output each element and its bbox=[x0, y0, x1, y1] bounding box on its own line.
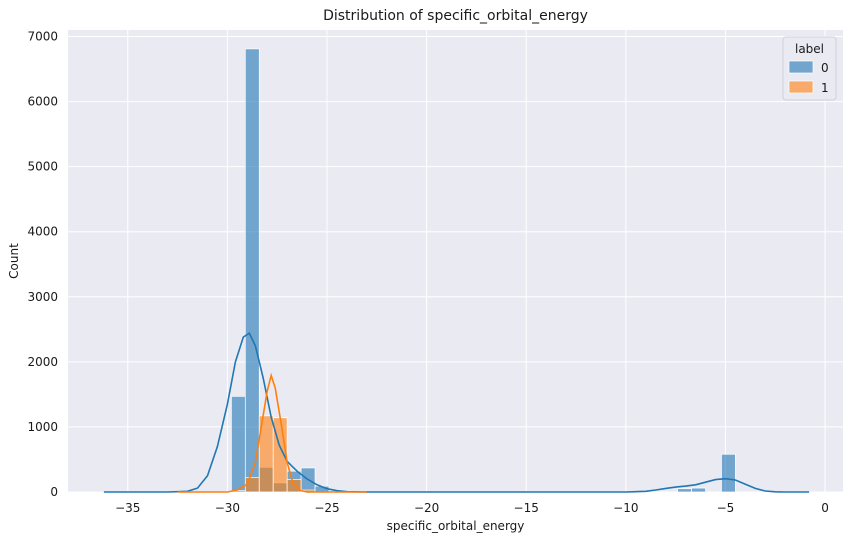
y-tick-label: 1000 bbox=[27, 420, 58, 434]
x-axis-label: specific_orbital_energy bbox=[387, 519, 525, 533]
legend-swatch-0 bbox=[788, 60, 814, 74]
x-axis-ticks: −35 −30 −25 −20 −15 −10 −5 0 bbox=[115, 501, 829, 515]
histogram-bar-0 bbox=[231, 395, 246, 493]
histogram-bar-0 bbox=[244, 48, 260, 493]
histogram-bar-0 bbox=[691, 487, 706, 493]
y-tick-label: 4000 bbox=[27, 225, 58, 239]
legend: label 0 1 bbox=[782, 36, 837, 101]
histogram-bars bbox=[231, 48, 736, 493]
chart-title: Distribution of specific_orbital_energy bbox=[323, 8, 588, 24]
kde-curves bbox=[103, 332, 810, 493]
x-tick-label: −15 bbox=[514, 501, 539, 515]
kde-line-1 bbox=[177, 372, 367, 493]
y-tick-label: 5000 bbox=[27, 160, 58, 174]
x-tick-label: −5 bbox=[717, 501, 735, 515]
y-axis-ticks: 0 1000 2000 3000 4000 5000 6000 7000 bbox=[27, 30, 58, 499]
plot-area bbox=[68, 30, 843, 492]
x-tick-label: 0 bbox=[821, 501, 829, 515]
legend-label-1: 1 bbox=[821, 81, 829, 95]
histogram-bar-0 bbox=[721, 453, 736, 493]
histogram-bar-1 bbox=[286, 479, 302, 493]
y-axis-label: Count bbox=[7, 243, 21, 279]
y-tick-label: 6000 bbox=[27, 95, 58, 109]
y-tick-label: 0 bbox=[50, 485, 58, 499]
legend-swatch-1 bbox=[788, 80, 814, 94]
x-tick-label: −35 bbox=[115, 501, 140, 515]
x-tick-label: −20 bbox=[414, 501, 439, 515]
y-tick-label: 7000 bbox=[27, 30, 58, 44]
legend-title: label bbox=[795, 42, 824, 56]
histogram-bar-0 bbox=[677, 488, 692, 493]
y-tick-label: 2000 bbox=[27, 355, 58, 369]
x-tick-label: −10 bbox=[613, 501, 638, 515]
legend-label-0: 0 bbox=[821, 61, 829, 75]
x-tick-label: −30 bbox=[215, 501, 240, 515]
grid-lines bbox=[68, 30, 843, 493]
kde-line-0 bbox=[103, 332, 810, 493]
y-tick-label: 3000 bbox=[27, 290, 58, 304]
x-tick-label: −25 bbox=[314, 501, 339, 515]
